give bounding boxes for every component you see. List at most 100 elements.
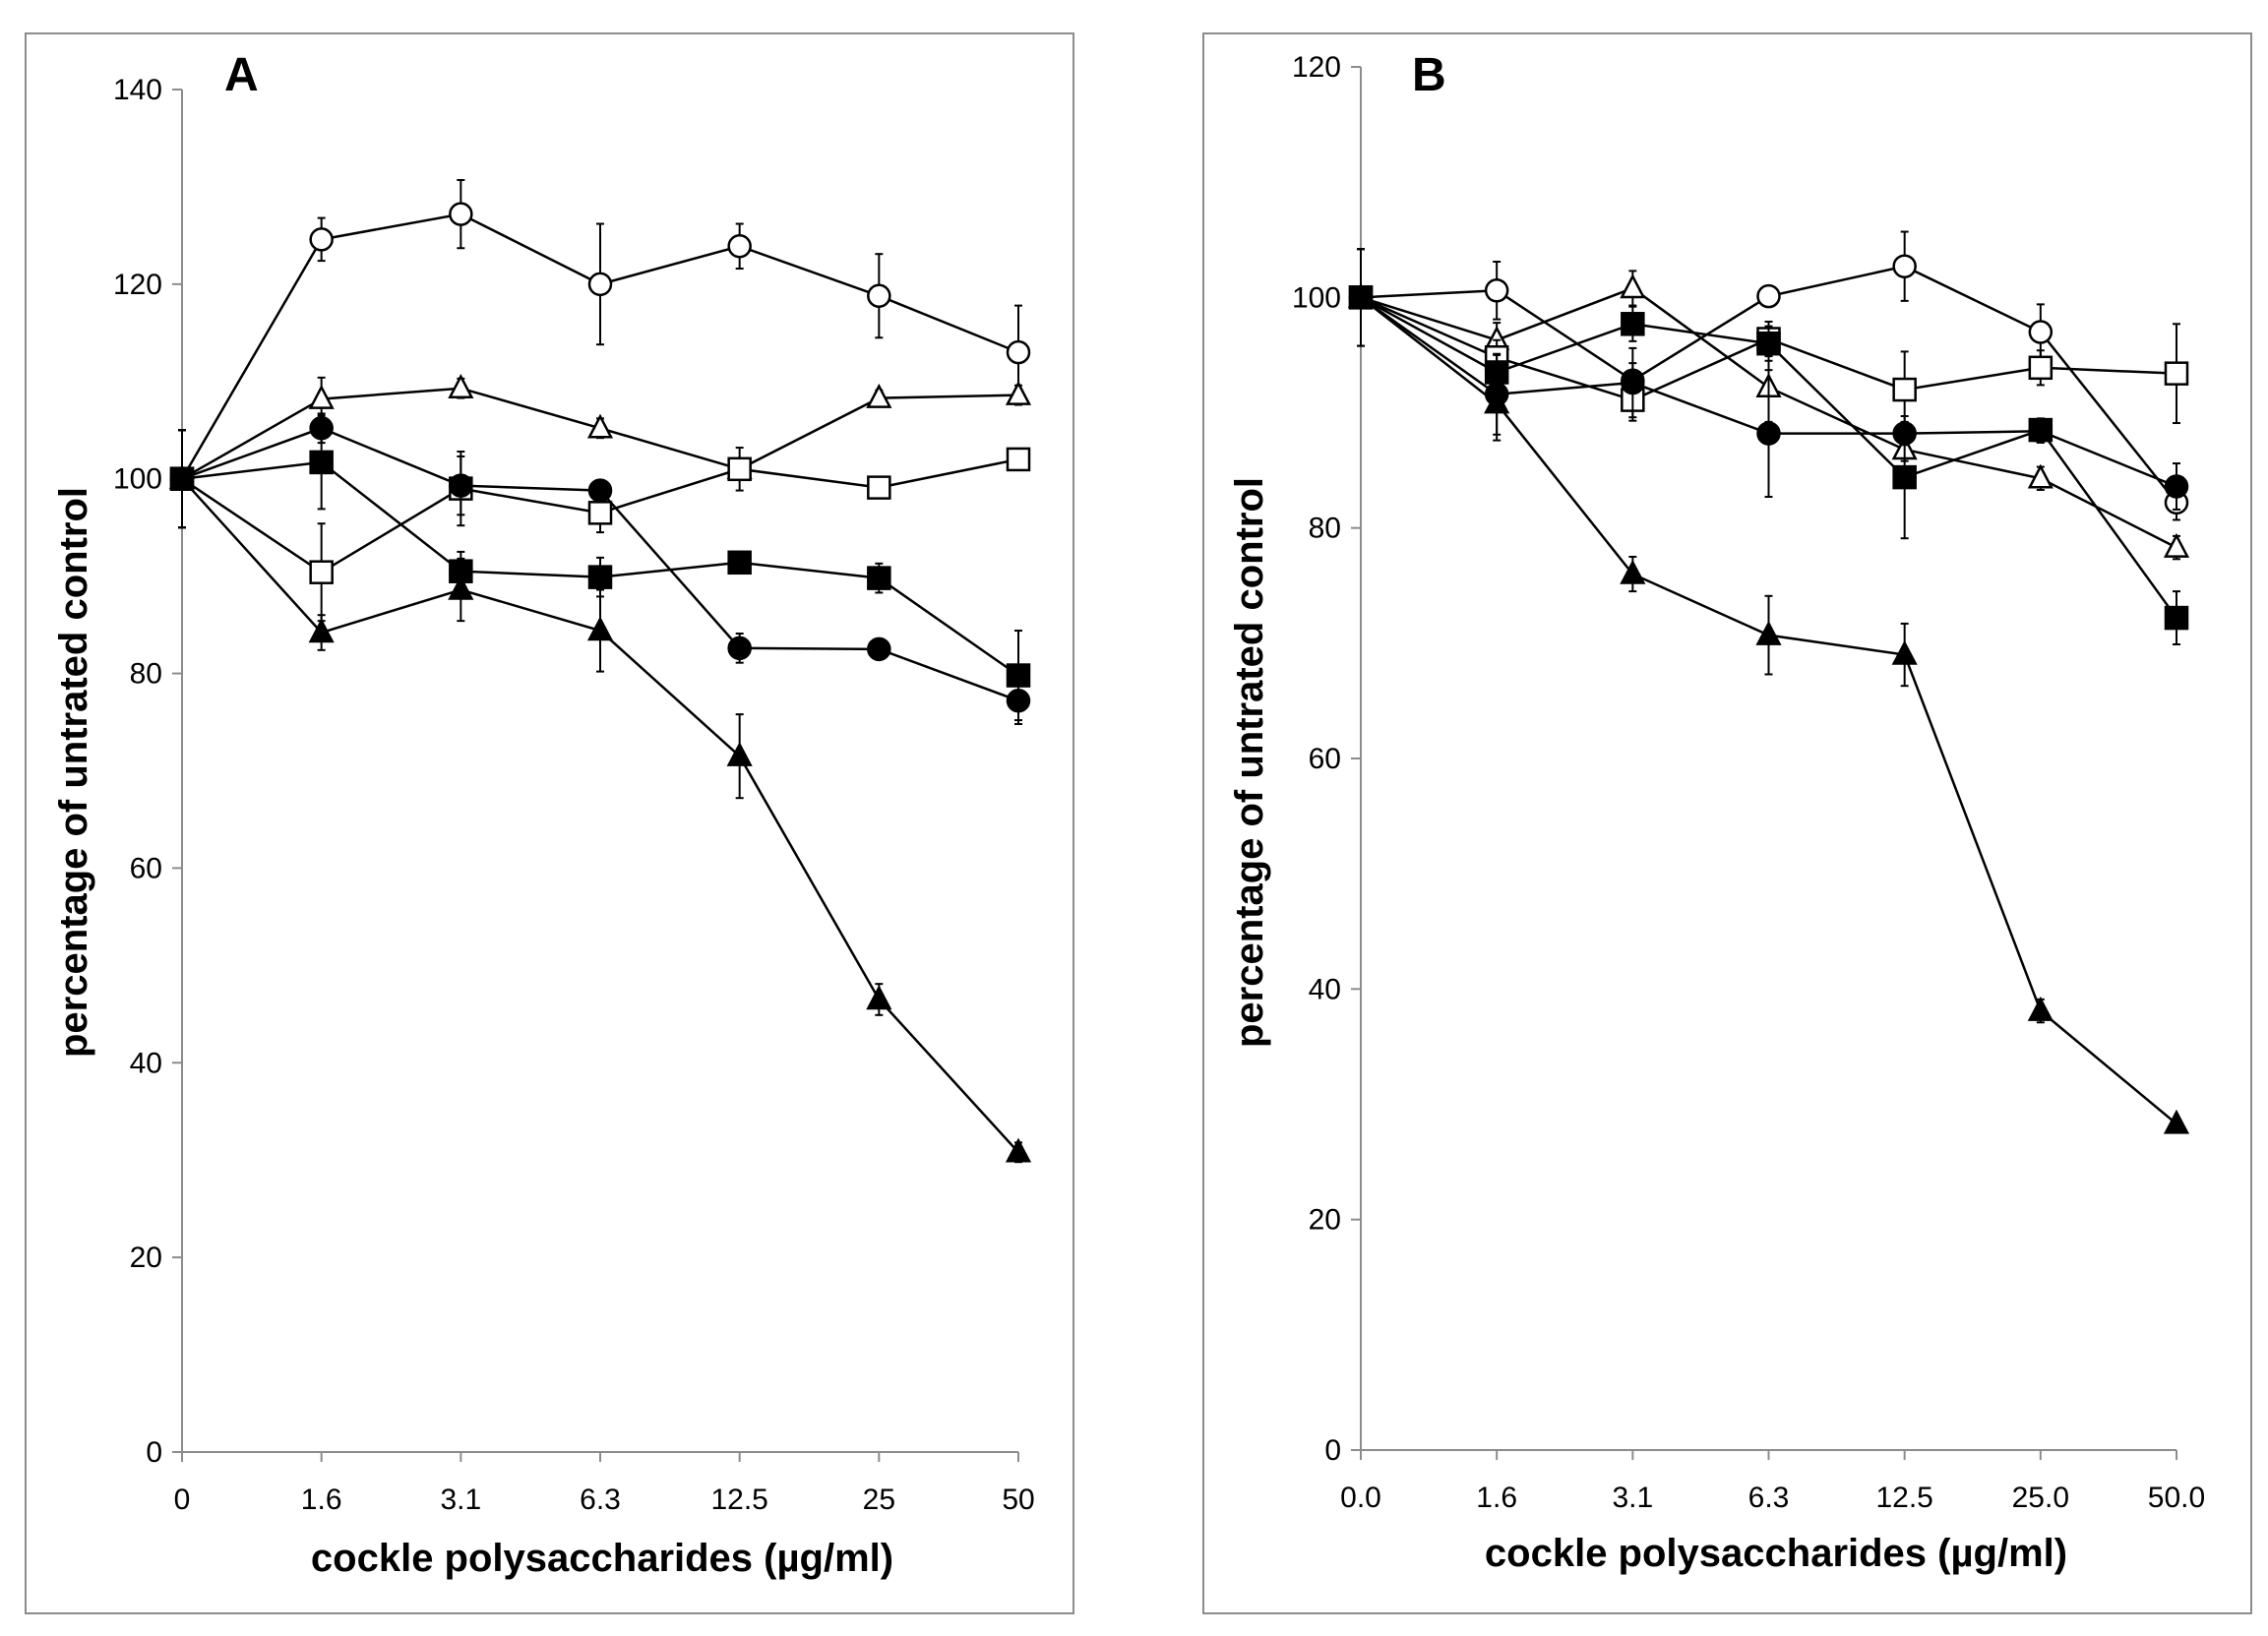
y-tick-label-b: 20: [1309, 1204, 1341, 1237]
x-tick-label-a: 12.5: [710, 1484, 767, 1516]
panel-b-frame: [1202, 32, 2252, 1614]
data-point-b-circle-open: [1892, 254, 1917, 278]
data-point-b-square-filled: [2164, 605, 2189, 631]
chart-b: B 0 20 40 60 80 100 120 0.0 1.6 3.1 6.3 12.5 25.0 50.…: [1228, 49, 2205, 1575]
data-point-a-square-filled: [587, 565, 613, 589]
data-point-b-triangle-filled: [1891, 639, 1918, 665]
data-point-b-triangle-open: [2027, 463, 2053, 489]
x-axis-title-a: cockle polysaccharides (µg/ml): [311, 1537, 893, 1580]
data-point-b-triangle-filled: [1484, 389, 1510, 414]
x-tick-label-a: 50: [1002, 1484, 1034, 1516]
data-point-a-triangle-filled: [448, 575, 474, 600]
data-point-a-circle-open: [449, 202, 473, 226]
data-point-b-circle-open: [1756, 283, 1781, 309]
data-point-a-triangle-open: [448, 374, 474, 398]
data-point-a-circle-filled: [587, 478, 613, 503]
data-point-a-square-open: [1006, 447, 1031, 472]
x-tick-label-b: 1.6: [1476, 1482, 1517, 1514]
x-tick-label-b: 6.3: [1748, 1482, 1790, 1514]
data-point-a-circle-open: [727, 234, 752, 259]
y-tick-label-b: 60: [1309, 743, 1341, 775]
y-tick-label-b: 40: [1309, 973, 1341, 1005]
x-tick-label-a: 0: [174, 1484, 191, 1516]
data-point-a-triangle-filled: [308, 618, 335, 643]
data-point-a-triangle-filled: [1005, 1137, 1032, 1163]
data-point-a-square-filled: [727, 550, 752, 576]
data-point-a-square-open: [309, 560, 334, 584]
data-point-a-triangle-open: [586, 413, 614, 439]
series-a-square-filled: [169, 414, 1031, 722]
data-point-b-triangle-open: [1620, 273, 1646, 299]
panel-label-a: A: [224, 49, 259, 101]
y-axis-title-b: percentage of untrated control: [1228, 477, 1271, 1048]
data-point-a-circle-filled: [867, 636, 891, 662]
x-axis-title-b: cockle polysaccharides (µg/ml): [1485, 1532, 2067, 1575]
y-tick-label-a: 40: [130, 1047, 162, 1079]
data-point-a-triangle-open: [308, 384, 335, 409]
chart-b-axes: 0 20 40 60 80 100 120 0.0 1.6 3.1 6.3 12.5 25.0 50.0: [1292, 51, 2205, 1514]
data-point-a-triangle-open: [866, 383, 892, 408]
data-point-a-triangle-filled: [168, 464, 196, 489]
data-point-a-circle-open: [867, 283, 891, 308]
data-point-b-triangle-filled: [1755, 620, 1782, 645]
y-tick-label-a: 0: [146, 1436, 162, 1469]
data-point-a-square-open: [587, 501, 613, 525]
y-tick-label-b: 0: [1324, 1434, 1341, 1467]
data-point-b-circle-filled: [1756, 421, 1781, 446]
chart-b-series: [1347, 230, 2190, 1134]
data-point-b-triangle-filled: [2027, 996, 2053, 1021]
data-point-a-circle-open: [309, 227, 334, 252]
data-point-a-square-filled: [309, 450, 334, 475]
x-tick-label-a: 25: [863, 1484, 895, 1516]
data-point-b-square-open: [2164, 361, 2189, 386]
x-tick-label-b: 25.0: [2012, 1482, 2069, 1514]
data-point-a-triangle-filled: [726, 741, 753, 766]
x-tick-label-b: 12.5: [1875, 1482, 1932, 1514]
x-tick-label-a: 6.3: [580, 1484, 621, 1516]
data-point-b-square-filled: [1756, 331, 1781, 356]
chart-a-series: [168, 179, 1032, 1164]
data-point-b-circle-filled: [2164, 474, 2189, 499]
series-b-triangle-filled: [1347, 248, 2190, 1134]
series-a-circle-open: [169, 179, 1031, 529]
x-tick-label-a: 1.6: [301, 1484, 342, 1516]
y-tick-label-b: 80: [1309, 513, 1341, 545]
data-point-b-square-open: [2028, 355, 2053, 381]
data-point-a-square-filled: [867, 566, 891, 590]
data-point-b-square-filled: [2028, 417, 2053, 443]
data-point-a-square-filled: [1006, 663, 1031, 688]
data-point-a-triangle-filled: [586, 616, 614, 641]
data-point-b-square-filled: [1892, 464, 1917, 490]
y-tick-label-b: 100: [1292, 281, 1341, 314]
data-point-a-circle-open: [587, 272, 613, 297]
panel-label-b: B: [1412, 49, 1446, 101]
y-tick-label-b: 120: [1292, 51, 1341, 84]
panel-a-frame: [25, 32, 1074, 1614]
y-tick-label-a: 100: [113, 463, 162, 496]
data-point-a-circle-filled: [449, 473, 473, 498]
data-point-b-circle-open: [2028, 320, 2053, 344]
data-point-b-circle-open: [1484, 278, 1509, 303]
chart-a-axes: 0 20 40 60 80 100 120 140 0 1.6 3.1 6.3 12.5 25 50: [113, 74, 1035, 1516]
data-point-a-square-open: [727, 456, 752, 482]
y-tick-label-a: 60: [130, 852, 162, 884]
data-point-a-square-open: [867, 475, 891, 500]
y-axis-title-a: percentage of untrated control: [52, 487, 95, 1058]
y-tick-label-a: 80: [130, 658, 162, 691]
series-a-triangle-filled: [168, 429, 1032, 1164]
y-tick-label-a: 20: [130, 1242, 162, 1274]
data-point-b-square-open: [1892, 377, 1917, 402]
data-point-b-triangle-filled: [2163, 1109, 2190, 1134]
x-tick-label-b: 0.0: [1340, 1482, 1381, 1514]
y-tick-label-a: 120: [113, 269, 162, 301]
data-point-b-square-filled: [1621, 312, 1645, 336]
data-point-a-triangle-open: [1005, 380, 1032, 405]
data-point-b-circle-filled: [1621, 370, 1645, 395]
data-point-a-triangle-filled: [866, 985, 892, 1010]
x-tick-label-b: 50.0: [2148, 1482, 2205, 1514]
data-point-b-triangle-filled: [1347, 282, 1375, 308]
data-point-b-triangle-open: [2163, 532, 2190, 558]
x-tick-label-b: 3.1: [1612, 1482, 1653, 1514]
x-tick-label-a: 3.1: [440, 1484, 481, 1516]
